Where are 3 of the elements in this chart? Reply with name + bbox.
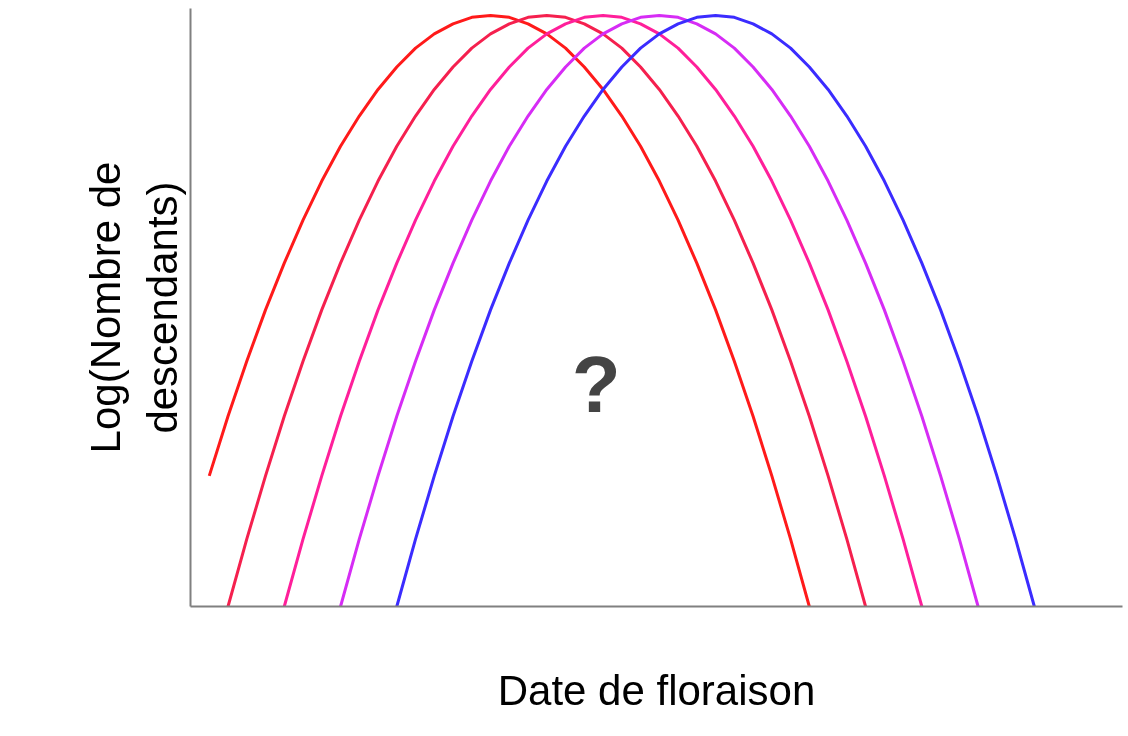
- y-axis-title: Log(Nombre de descendants): [82, 161, 186, 454]
- x-axis-title: Date de floraison: [497, 666, 816, 714]
- annotation: ?: [571, 340, 621, 430]
